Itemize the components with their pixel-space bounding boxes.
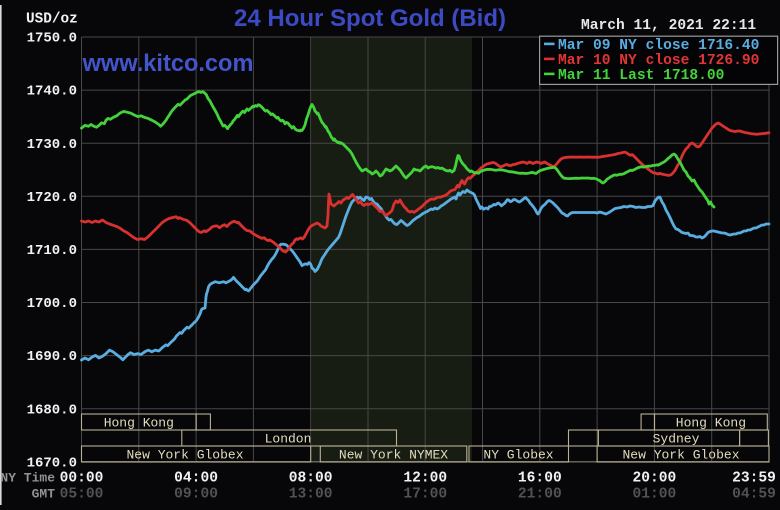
svg-text:00:00: 00:00 xyxy=(60,471,104,487)
svg-text:Sydney: Sydney xyxy=(653,432,700,447)
svg-text:23:59: 23:59 xyxy=(732,471,776,487)
svg-text:Hong Kong: Hong Kong xyxy=(104,416,174,431)
svg-text:New York NYMEX: New York NYMEX xyxy=(339,448,448,463)
svg-text:1730.0: 1730.0 xyxy=(27,137,77,153)
svg-text:17:00: 17:00 xyxy=(403,487,447,503)
svg-text:Mar 10 NY close 1726.90: Mar 10 NY close 1726.90 xyxy=(558,53,759,69)
svg-text:NY Time: NY Time xyxy=(0,471,55,486)
svg-text:21:00: 21:00 xyxy=(518,487,562,503)
svg-text:16:00: 16:00 xyxy=(518,471,562,487)
svg-text:London: London xyxy=(265,432,312,447)
svg-text:04:00: 04:00 xyxy=(174,471,218,487)
svg-text:New York Globex: New York Globex xyxy=(126,448,243,463)
svg-text:13:00: 13:00 xyxy=(289,487,333,503)
svg-text:1700.0: 1700.0 xyxy=(27,296,77,312)
svg-text:1720.0: 1720.0 xyxy=(27,190,77,206)
svg-text:08:00: 08:00 xyxy=(289,471,333,487)
svg-text:GMT: GMT xyxy=(32,487,56,502)
svg-text:New York Globex: New York Globex xyxy=(622,448,739,463)
svg-text:www.kitco.com: www.kitco.com xyxy=(82,51,254,77)
svg-text:04:59: 04:59 xyxy=(732,487,776,503)
svg-text:05:00: 05:00 xyxy=(60,487,104,503)
svg-text:USD/oz: USD/oz xyxy=(26,11,78,27)
svg-text:1670.0: 1670.0 xyxy=(27,455,77,471)
svg-text:1750.0: 1750.0 xyxy=(27,31,77,47)
svg-text:1690.0: 1690.0 xyxy=(27,349,77,365)
svg-text:09:00: 09:00 xyxy=(174,487,218,503)
svg-text:1740.0: 1740.0 xyxy=(27,84,77,100)
svg-text:Mar 11 Last 1718.00: Mar 11 Last 1718.00 xyxy=(558,68,724,84)
svg-text:1680.0: 1680.0 xyxy=(27,402,77,418)
svg-text:NY Globex: NY Globex xyxy=(483,448,553,463)
svg-text:20:00: 20:00 xyxy=(633,471,677,487)
svg-text:March 11, 2021 22:11: March 11, 2021 22:11 xyxy=(581,18,756,34)
svg-text:Mar 09 NY close 1716.40: Mar 09 NY close 1716.40 xyxy=(558,38,759,54)
svg-text:24 Hour Spot Gold (Bid): 24 Hour Spot Gold (Bid) xyxy=(234,5,506,32)
svg-text:01:00: 01:00 xyxy=(633,487,677,503)
svg-text:1710.0: 1710.0 xyxy=(27,243,77,259)
svg-text:12:00: 12:00 xyxy=(403,471,447,487)
svg-text:Hong Kong: Hong Kong xyxy=(676,416,746,431)
